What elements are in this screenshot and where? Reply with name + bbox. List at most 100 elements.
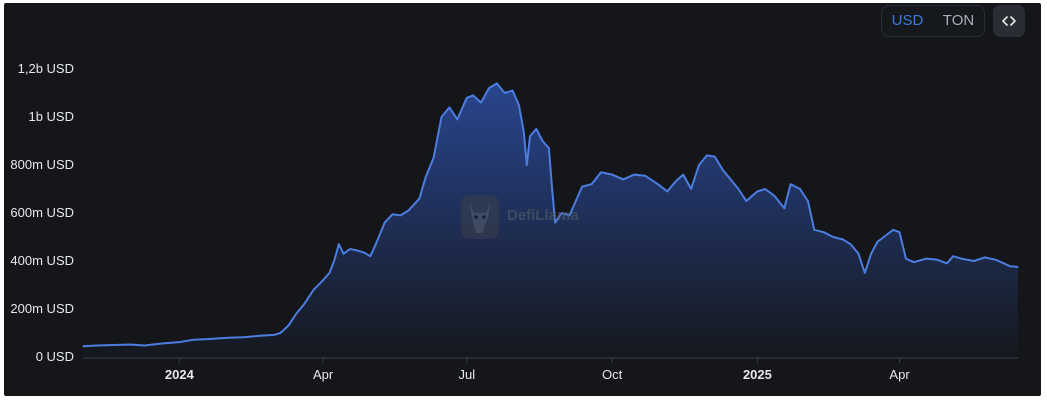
data-point bbox=[561, 212, 563, 214]
data-point bbox=[714, 156, 716, 158]
data-point bbox=[178, 341, 180, 343]
data-point bbox=[257, 335, 259, 337]
data-point bbox=[227, 337, 229, 339]
data-point bbox=[551, 188, 553, 190]
x-tick-label: Jul bbox=[458, 367, 475, 382]
data-point bbox=[722, 169, 724, 171]
data-point bbox=[581, 186, 583, 188]
data-point bbox=[363, 252, 365, 254]
data-point bbox=[333, 260, 335, 262]
watermark-text: DefiLlama bbox=[507, 207, 579, 224]
data-point bbox=[376, 241, 378, 243]
data-point bbox=[774, 195, 776, 197]
data-point bbox=[883, 236, 885, 238]
data-point bbox=[925, 258, 928, 260]
data-point bbox=[1009, 265, 1011, 267]
data-point bbox=[756, 190, 759, 192]
x-tick-label: Apr bbox=[889, 367, 910, 382]
data-point bbox=[279, 332, 281, 334]
data-point bbox=[952, 255, 954, 257]
data-point bbox=[913, 261, 915, 263]
data-point bbox=[936, 259, 939, 261]
data-point bbox=[995, 259, 997, 261]
data-point bbox=[783, 207, 785, 209]
embed-code-button[interactable] bbox=[993, 5, 1025, 37]
data-point bbox=[523, 130, 525, 132]
data-point bbox=[984, 256, 986, 258]
y-tick-label: 600m USD bbox=[10, 205, 74, 220]
x-axis: 2024 Apr Jul Oct 2025 Apr bbox=[83, 357, 1018, 382]
data-point bbox=[807, 200, 809, 202]
y-tick-label: 0 USD bbox=[36, 349, 74, 364]
data-point bbox=[392, 213, 394, 215]
data-point bbox=[472, 94, 474, 96]
toggle-ton[interactable]: TON bbox=[942, 12, 975, 29]
data-point bbox=[674, 181, 676, 183]
data-point bbox=[418, 198, 420, 200]
data-point bbox=[799, 188, 801, 190]
data-point bbox=[535, 128, 537, 130]
tvl-area-chart: 0 USD 200m USD 400m USD 600m USD 800m USD 1b … bbox=[10, 61, 1019, 382]
data-point bbox=[529, 135, 531, 137]
data-point bbox=[129, 343, 131, 346]
data-point bbox=[82, 345, 84, 347]
data-point bbox=[591, 183, 593, 185]
data-point bbox=[832, 236, 834, 238]
data-point bbox=[737, 188, 740, 190]
data-point bbox=[273, 334, 275, 336]
y-tick-label: 1,2b USD bbox=[18, 61, 74, 76]
data-point bbox=[343, 253, 345, 255]
code-brackets-icon bbox=[1002, 16, 1016, 26]
data-point bbox=[425, 176, 427, 178]
series-area bbox=[83, 83, 1018, 358]
data-point bbox=[706, 154, 708, 156]
data-point bbox=[870, 253, 872, 255]
data-point bbox=[448, 106, 450, 108]
data-point bbox=[526, 164, 528, 166]
data-point bbox=[504, 92, 506, 94]
data-point bbox=[568, 214, 571, 216]
data-point bbox=[745, 200, 747, 202]
y-tick-label: 800m USD bbox=[10, 157, 74, 172]
data-point bbox=[946, 262, 948, 264]
chart-panel: USD TON 0 USD 200m USD 400m USD 600m USD 800… bbox=[4, 3, 1041, 396]
data-point bbox=[112, 344, 114, 346]
data-point bbox=[440, 116, 443, 118]
data-point bbox=[303, 303, 305, 305]
data-point bbox=[764, 188, 766, 190]
data-point bbox=[241, 336, 244, 338]
x-tick-label: 2024 bbox=[165, 367, 195, 382]
data-point bbox=[698, 164, 700, 166]
data-point bbox=[633, 174, 635, 176]
data-point bbox=[287, 325, 289, 327]
y-tick-label: 400m USD bbox=[10, 253, 74, 268]
data-point bbox=[892, 229, 894, 231]
data-point bbox=[864, 272, 866, 274]
data-point bbox=[480, 102, 482, 104]
data-point bbox=[682, 174, 684, 176]
data-point bbox=[295, 313, 297, 315]
data-point bbox=[496, 82, 498, 84]
data-point bbox=[842, 238, 844, 240]
data-point bbox=[850, 243, 852, 245]
watermark: DefiLlama bbox=[461, 195, 579, 239]
data-point bbox=[1003, 262, 1005, 264]
x-tick-label: 2025 bbox=[743, 367, 772, 382]
data-point bbox=[554, 222, 556, 224]
y-axis: 0 USD 200m USD 400m USD 600m USD 800m USD 1b … bbox=[10, 61, 74, 364]
data-point bbox=[328, 272, 330, 274]
data-point bbox=[690, 188, 692, 190]
data-point bbox=[456, 118, 458, 120]
x-tick-label: Apr bbox=[313, 367, 334, 382]
data-point bbox=[973, 260, 975, 262]
data-point bbox=[488, 87, 490, 89]
data-point bbox=[512, 90, 514, 92]
data-point bbox=[144, 344, 146, 347]
data-point bbox=[369, 255, 371, 257]
toggle-usd[interactable]: USD bbox=[891, 12, 924, 29]
data-point bbox=[518, 104, 520, 106]
data-point bbox=[322, 279, 324, 281]
data-point bbox=[600, 171, 602, 173]
data-point bbox=[666, 190, 669, 192]
data-point bbox=[730, 178, 732, 180]
